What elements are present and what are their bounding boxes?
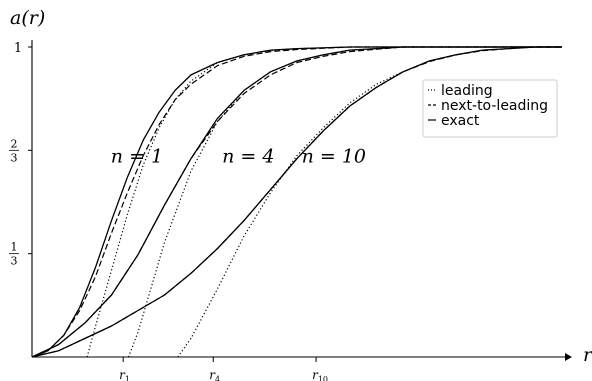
curve-label: n = 10 <box>302 145 366 167</box>
legend-box <box>422 79 558 138</box>
x-tick-subscript: 1 <box>125 375 130 381</box>
y-tick-denominator: 3 <box>11 151 18 164</box>
x-tick-symbol: r <box>119 368 126 381</box>
y-tick-label: 1 <box>14 41 22 56</box>
y-tick-numerator: 2 <box>11 137 18 150</box>
axes <box>31 40 572 361</box>
x-axis-arrowhead <box>565 353 572 361</box>
curve-n4-dotted <box>127 46 562 358</box>
curve-labels: n = 1 n = 4 n = 10 <box>111 145 366 167</box>
x-tick-label: r10 <box>312 368 328 381</box>
curve-n4-dashed <box>31 46 562 358</box>
curve-n10-dotted <box>177 46 562 358</box>
curve-label: n = 1 <box>111 145 163 167</box>
x-tick-subscript: 10 <box>318 375 328 381</box>
legend-label: exact <box>441 113 480 129</box>
curve-n10-dashed <box>31 46 562 358</box>
x-tick-symbol: r <box>209 368 216 381</box>
x-axis-label: r <box>583 344 592 366</box>
x-tick-label: r1 <box>119 368 130 381</box>
y-tick-denominator: 3 <box>11 255 18 268</box>
x-tick-symbol: r <box>312 368 319 381</box>
curve-label: n = 4 <box>222 145 274 167</box>
x-ticks: r1 r4 r10 <box>119 357 328 381</box>
x-tick-label: r4 <box>209 368 220 381</box>
curves-layer <box>31 46 562 358</box>
x-tick-subscript: 4 <box>215 375 220 381</box>
y-tick-numerator: 1 <box>11 241 18 254</box>
legend-label: leading <box>441 83 493 99</box>
legend-label: next-to-leading <box>441 98 548 114</box>
y-axis-label: a(r) <box>10 7 45 29</box>
